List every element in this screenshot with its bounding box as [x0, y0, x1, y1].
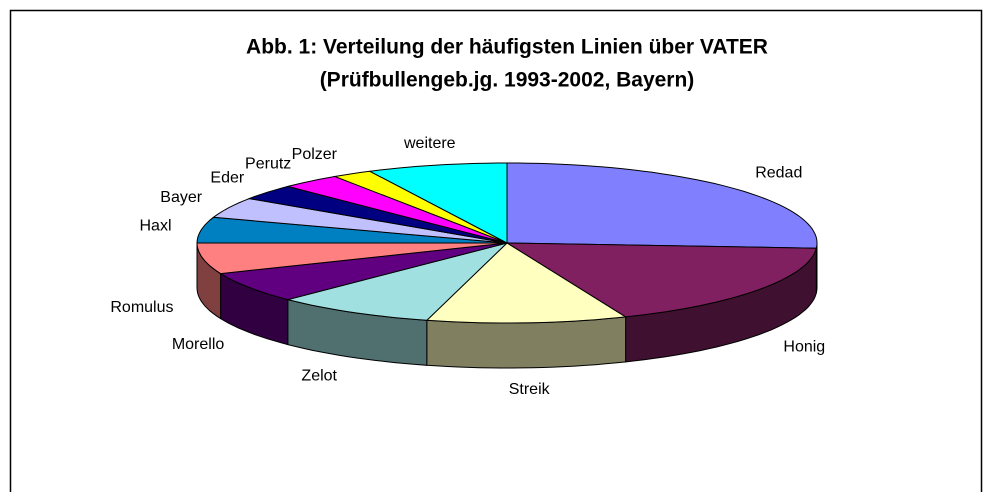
slice: [425, 242, 628, 324]
slice: [506, 162, 818, 249]
slice-side: [426, 316, 627, 369]
slice-label: Bayer: [160, 189, 202, 206]
slice: [287, 242, 509, 321]
slice: [368, 162, 508, 244]
slice-label: Romulus: [110, 299, 173, 316]
chart-title: Abb. 1: Verteilung der häufigsten Linien…: [246, 36, 768, 59]
slice-label: weitere: [403, 135, 456, 152]
slice: [219, 242, 508, 301]
slice: [505, 242, 817, 318]
slice-label: Haxl: [139, 218, 171, 235]
slice: [196, 242, 508, 275]
slice-label: Perutz: [245, 155, 291, 172]
slice-label: Morello: [172, 336, 225, 353]
slice: [212, 198, 508, 244]
slice-label: Zelot: [301, 368, 337, 385]
slice-label: Eder: [210, 170, 244, 187]
slice-label: Streik: [509, 381, 551, 398]
slice-label: Redad: [755, 165, 802, 182]
slice: [247, 185, 508, 244]
chart-subtitle: (Prüfbullengeb.jg. 1993-2002, Bayern): [320, 69, 695, 92]
slice-label: Polzer: [292, 146, 338, 163]
slice-label: Honig: [783, 339, 825, 356]
slice: [287, 175, 508, 244]
